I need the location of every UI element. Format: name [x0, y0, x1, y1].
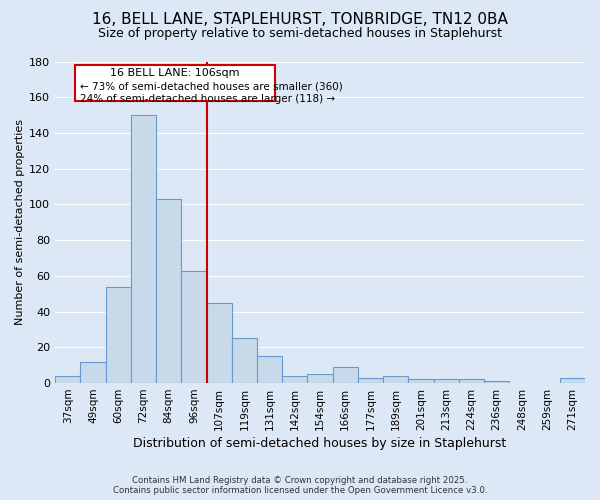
Bar [76, 65, 275, 101]
Bar [307, 374, 332, 383]
Bar [232, 338, 257, 383]
Bar [106, 286, 131, 383]
Bar [332, 367, 358, 383]
Text: ← 73% of semi-detached houses are smaller (360): ← 73% of semi-detached houses are smalle… [80, 81, 343, 91]
Text: 24% of semi-detached houses are larger (118) →: 24% of semi-detached houses are larger (… [80, 94, 335, 104]
Bar [131, 115, 156, 383]
Bar [434, 380, 459, 383]
Y-axis label: Number of semi-detached properties: Number of semi-detached properties [15, 120, 25, 326]
Text: 16, BELL LANE, STAPLEHURST, TONBRIDGE, TN12 0BA: 16, BELL LANE, STAPLEHURST, TONBRIDGE, T… [92, 12, 508, 28]
X-axis label: Distribution of semi-detached houses by size in Staplehurst: Distribution of semi-detached houses by … [133, 437, 507, 450]
Bar [358, 378, 383, 383]
Text: Contains HM Land Registry data © Crown copyright and database right 2025.
Contai: Contains HM Land Registry data © Crown c… [113, 476, 487, 495]
Bar [560, 378, 585, 383]
Bar [409, 380, 434, 383]
Bar [484, 382, 509, 383]
Bar [206, 302, 232, 383]
Bar [80, 362, 106, 383]
Text: Size of property relative to semi-detached houses in Staplehurst: Size of property relative to semi-detach… [98, 28, 502, 40]
Bar [383, 376, 409, 383]
Text: 16 BELL LANE: 106sqm: 16 BELL LANE: 106sqm [110, 68, 240, 78]
Bar [282, 376, 307, 383]
Bar [459, 380, 484, 383]
Bar [156, 199, 181, 383]
Bar [55, 376, 80, 383]
Bar [257, 356, 282, 383]
Bar [181, 270, 206, 383]
